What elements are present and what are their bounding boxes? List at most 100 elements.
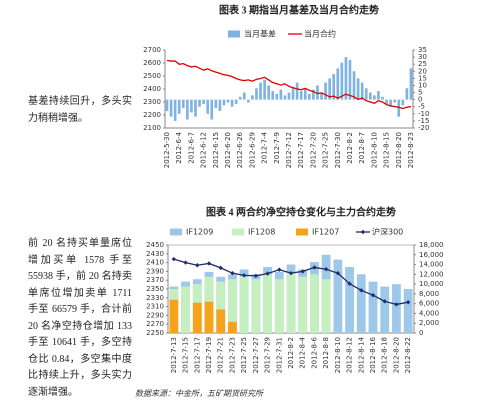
bar bbox=[238, 96, 242, 100]
bar bbox=[393, 99, 397, 103]
bar bbox=[255, 88, 258, 100]
bar bbox=[190, 99, 193, 113]
x-tick-label: 2012-7-29 bbox=[264, 337, 272, 373]
x-tick-label: 2012-8-14 bbox=[357, 336, 365, 373]
bar bbox=[259, 82, 262, 100]
line bbox=[166, 59, 412, 110]
y2-tick-label: 16,000 bbox=[419, 251, 444, 259]
bar bbox=[295, 82, 299, 100]
bar bbox=[271, 91, 275, 100]
legend-swatch bbox=[228, 30, 240, 38]
bar bbox=[368, 92, 372, 100]
y2-tick-label: 25 bbox=[418, 60, 427, 68]
y2-tick-label: 15 bbox=[418, 74, 427, 82]
y2-tick-label: -20 bbox=[418, 124, 429, 132]
bar bbox=[216, 309, 226, 333]
x-tick-label: 2012-7-19 bbox=[205, 337, 213, 373]
x-tick-label: 2012-7-25 bbox=[322, 132, 330, 168]
marker bbox=[405, 300, 411, 305]
bar bbox=[320, 92, 323, 100]
bar bbox=[287, 92, 291, 100]
y-tick-label: 2250 bbox=[146, 329, 164, 337]
x-tick-label: 2012-7-20 bbox=[309, 132, 317, 168]
marker bbox=[218, 265, 223, 271]
y-tick-label: 2290 bbox=[146, 311, 164, 319]
bar bbox=[303, 88, 307, 100]
source: 数据来源：中金所，五矿期货研究所 bbox=[135, 389, 263, 398]
bar bbox=[210, 99, 214, 120]
legend-label: IF1209 bbox=[186, 228, 213, 237]
bar bbox=[263, 274, 272, 333]
y2-tick-label: 18,000 bbox=[419, 241, 444, 249]
bar bbox=[234, 99, 238, 104]
bar bbox=[316, 85, 319, 100]
note: 前 20 名持买单量席位增加买单 1578 手至55938 手，前 20 名持卖… bbox=[28, 238, 132, 398]
bar bbox=[247, 99, 250, 103]
bar bbox=[352, 71, 356, 100]
x-tick-label: 2012-8-18 bbox=[381, 337, 389, 373]
bar bbox=[192, 302, 202, 333]
legend-label: 当月合约 bbox=[304, 29, 336, 39]
x-tick-label: 2012-7-30 bbox=[334, 132, 342, 168]
note: 基差持续回升，多头实力稍稍增强。 bbox=[28, 96, 132, 124]
bar bbox=[380, 286, 390, 333]
bar bbox=[230, 99, 234, 107]
legend-swatch bbox=[232, 228, 244, 236]
bar bbox=[405, 88, 409, 100]
bar bbox=[251, 279, 261, 333]
bar bbox=[173, 99, 177, 121]
bar bbox=[312, 89, 315, 100]
marker bbox=[300, 269, 305, 274]
bar bbox=[389, 99, 392, 107]
marker bbox=[312, 265, 317, 270]
y2-tick-label: 14,000 bbox=[419, 261, 444, 269]
bar bbox=[169, 99, 173, 117]
legend-label: IF1208 bbox=[248, 228, 275, 237]
marker bbox=[241, 273, 247, 278]
y2-tick-label: 10,000 bbox=[419, 280, 444, 288]
marker bbox=[382, 299, 387, 304]
bar bbox=[373, 95, 376, 100]
bar bbox=[218, 99, 222, 111]
y-tick-label: 2200 bbox=[143, 111, 161, 119]
x-tick-label: 2012-8-2 bbox=[287, 337, 295, 369]
bar bbox=[198, 99, 201, 107]
bar bbox=[321, 279, 331, 333]
bar bbox=[263, 79, 266, 100]
bar bbox=[267, 85, 270, 100]
bar bbox=[333, 259, 343, 333]
x-tick-label: 2012-6-15 bbox=[212, 132, 220, 168]
bar bbox=[283, 95, 287, 100]
bar bbox=[368, 281, 378, 333]
x-tick-label: 2012-7-27 bbox=[252, 337, 260, 373]
y-tick-label: 2430 bbox=[146, 250, 164, 258]
x-tick-label: 2012-7-9 bbox=[273, 132, 281, 164]
bar bbox=[328, 78, 331, 100]
y2-tick-label: -5 bbox=[418, 103, 425, 111]
x-tick-label: 2012-6-29 bbox=[248, 132, 256, 168]
bar bbox=[310, 274, 319, 333]
y2-tick-label: 12,000 bbox=[419, 270, 444, 278]
y2-tick-label: 6,000 bbox=[419, 300, 439, 308]
x-tick-label: 2012-7-17 bbox=[297, 132, 305, 168]
y2-tick-label: 30 bbox=[418, 53, 427, 61]
bar bbox=[216, 281, 226, 333]
bar bbox=[275, 93, 279, 100]
marker bbox=[359, 288, 364, 293]
y-tick-label: 2370 bbox=[146, 276, 164, 284]
x-tick-label: 2012-6-20 bbox=[224, 132, 232, 168]
bar bbox=[286, 271, 296, 333]
x-tick-label: 2012-8-12 bbox=[346, 337, 354, 373]
bar bbox=[169, 299, 179, 333]
bar bbox=[356, 78, 360, 100]
bar bbox=[308, 93, 311, 100]
bar bbox=[228, 279, 237, 333]
bar bbox=[279, 89, 283, 100]
bar bbox=[360, 82, 364, 100]
y-tick-label: 2300 bbox=[143, 98, 161, 106]
x-tick-label: 2012-8-10 bbox=[334, 337, 342, 373]
bar bbox=[274, 279, 284, 333]
bar bbox=[226, 99, 230, 103]
x-tick-label: 2012-7-13 bbox=[170, 337, 178, 373]
y-tick-label: 2350 bbox=[146, 285, 164, 293]
